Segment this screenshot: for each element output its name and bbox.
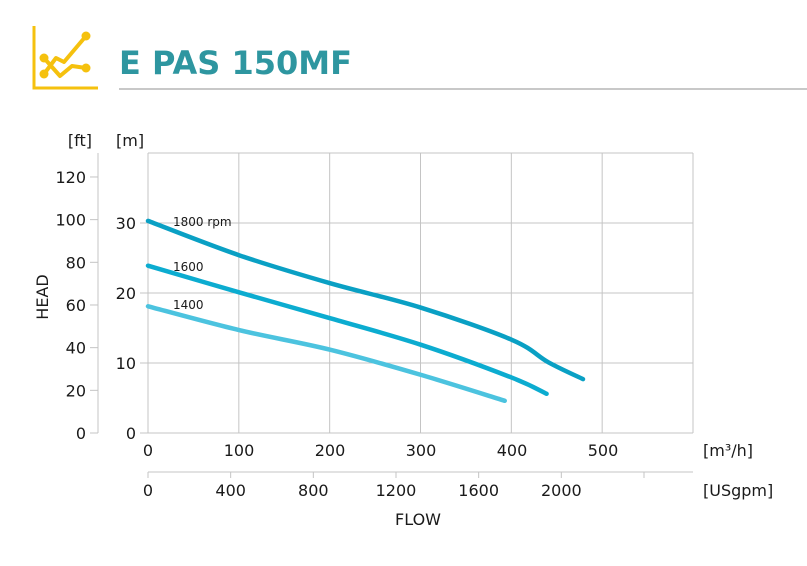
m3h-tick-label: 100 (224, 441, 255, 460)
m-tick-label: 20 (116, 284, 136, 303)
curve-1400-rpm (145, 304, 507, 404)
m-tick-label: 10 (116, 354, 136, 373)
m3h-unit-label: [m³/h] (703, 441, 753, 460)
m-tick-label: 30 (116, 214, 136, 233)
m3h-tick-label: 400 (497, 441, 528, 460)
ft-tick-label: 20 (66, 381, 86, 400)
m3h-tick-label: 0 (143, 441, 153, 460)
m3h-tick-label: 300 (406, 441, 437, 460)
usgpm-tick-label: 400 (215, 481, 246, 500)
curve-label: 1600 (173, 260, 204, 274)
x-axis-title: FLOW (395, 510, 441, 529)
ft-unit-label: [ft] (68, 131, 92, 150)
curve-label: 1400 (173, 298, 204, 312)
usgpm-tick-label: 800 (298, 481, 329, 500)
ft-tick-label: 40 (66, 339, 86, 358)
y-axis-title: HEAD (33, 274, 52, 319)
curve-label: 1800 rpm (173, 215, 232, 229)
usgpm-tick-label: 2000 (541, 481, 582, 500)
m3h-tick-label: 500 (588, 441, 619, 460)
title-divider (119, 88, 807, 90)
ft-tick-label: 100 (55, 211, 86, 230)
ft-tick-label: 0 (76, 424, 86, 443)
usgpm-tick-label: 0 (143, 481, 153, 500)
ft-tick-label: 120 (55, 168, 86, 187)
m3h-tick-label: 200 (315, 441, 346, 460)
line-chart-icon (32, 26, 98, 90)
curve-1800-rpm (145, 218, 586, 382)
m-unit-label: [m] (116, 131, 144, 150)
usgpm-tick-label: 1600 (458, 481, 499, 500)
curve-1600-rpm (145, 263, 549, 397)
usgpm-unit-label: [USgpm] (703, 481, 773, 500)
m-tick-label: 0 (126, 424, 136, 443)
usgpm-tick-label: 1200 (376, 481, 417, 500)
page-title: E PAS 150MF (119, 44, 352, 82)
ft-tick-label: 80 (66, 253, 86, 272)
ft-tick-label: 60 (66, 296, 86, 315)
